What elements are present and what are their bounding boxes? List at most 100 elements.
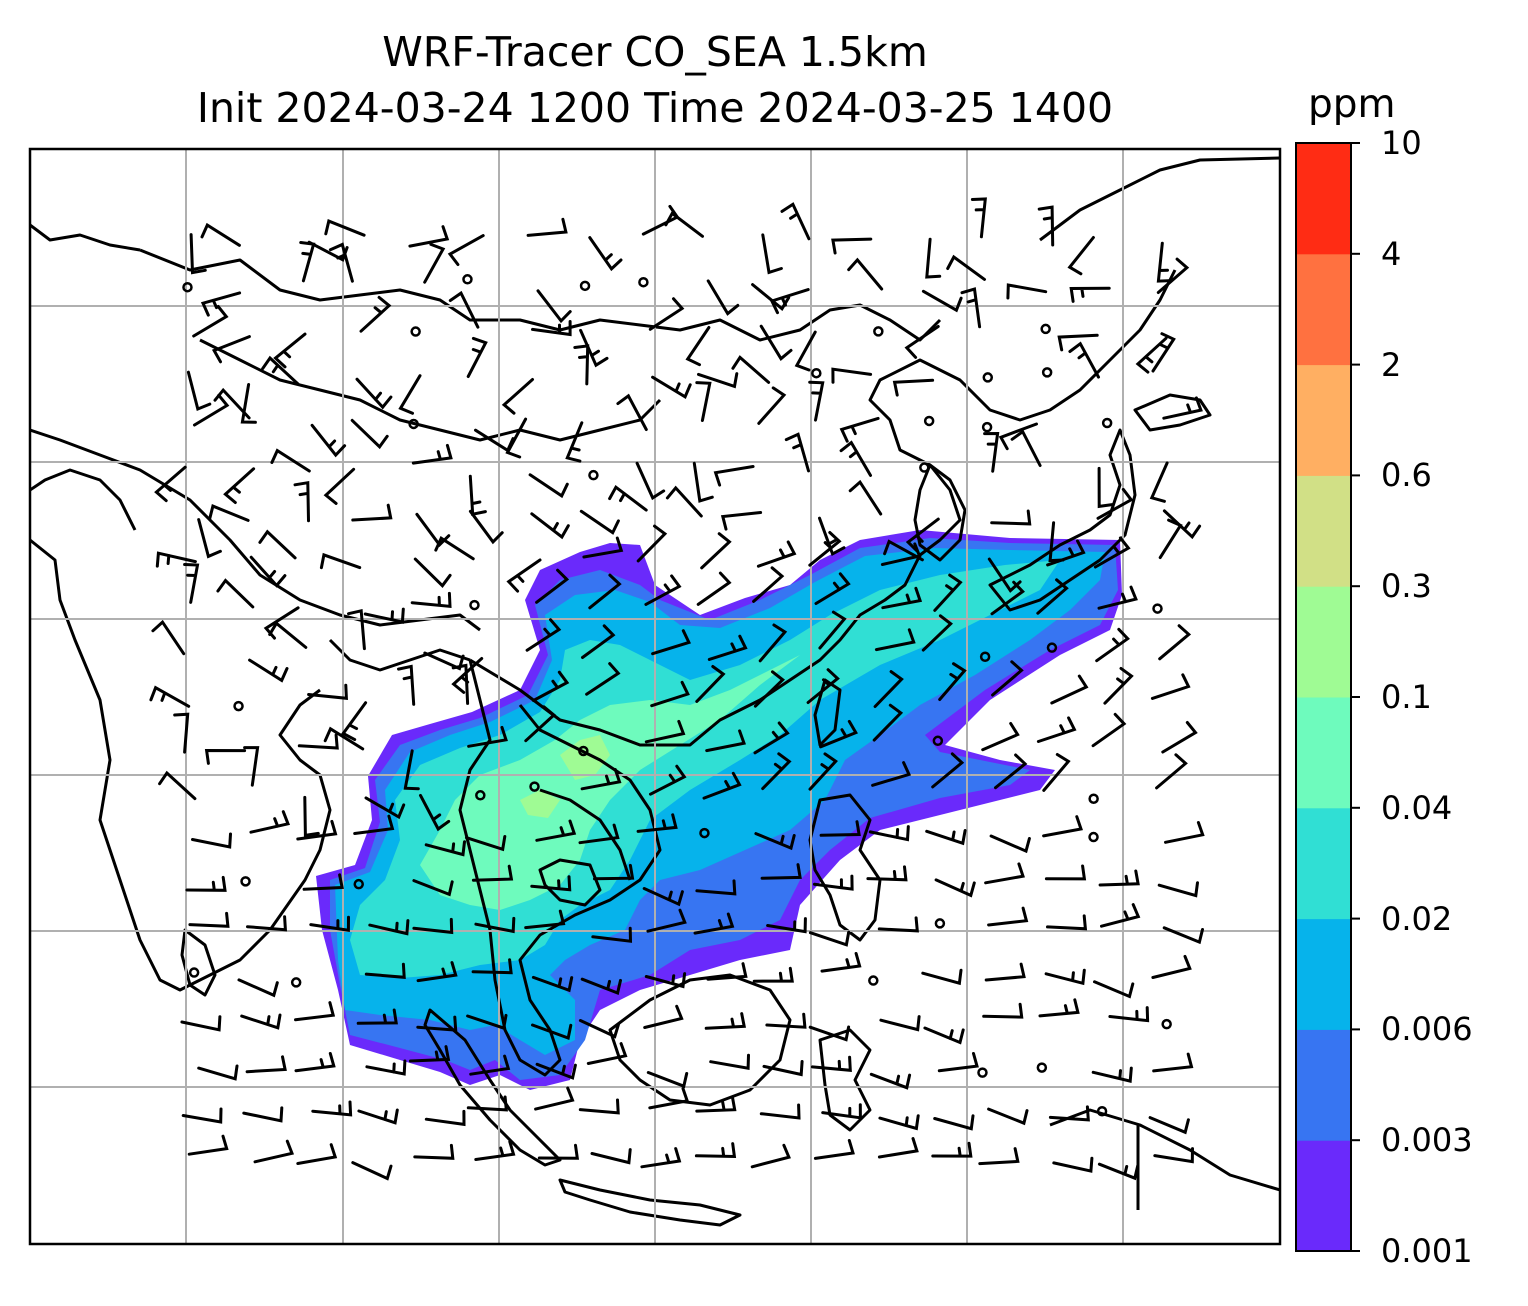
wind-barb [934, 878, 976, 898]
colorbar-unit: ppm [1308, 82, 1396, 127]
wind-barb [310, 423, 347, 458]
wind-barb [180, 1015, 222, 1032]
wind-barb [752, 566, 785, 603]
wind-barb [468, 509, 504, 545]
wind-barb [1161, 721, 1198, 754]
wind-barb [1149, 461, 1169, 503]
wind-barb [211, 335, 251, 364]
pakistan-border [30, 468, 137, 531]
wind-barb [578, 823, 620, 845]
wind-barb [526, 217, 568, 237]
wind-barb [186, 370, 212, 412]
wind-barb [874, 628, 916, 652]
wind-barb [593, 863, 635, 881]
wind-barb [1006, 283, 1048, 300]
wind-barb [990, 580, 1025, 616]
wind-barb [242, 1106, 284, 1123]
wind-barb [651, 375, 692, 399]
colorbar-tick-label: 0.04 [1381, 788, 1453, 827]
colorbar-tick-label: 2 [1381, 345, 1402, 384]
wind-calm-marker [1152, 603, 1163, 614]
wind-barb [819, 820, 861, 837]
wind-barb [311, 1100, 353, 1117]
wind-barb [818, 516, 846, 557]
wind-barb [808, 752, 838, 791]
wind-barb [946, 254, 986, 281]
wind-barb [1069, 286, 1111, 303]
wind-barb [814, 572, 851, 605]
wind-barb [839, 416, 880, 443]
wind-barb [200, 291, 242, 317]
wind-barbs [149, 197, 1205, 1181]
colorbar-segment [1296, 253, 1351, 366]
wind-barb [700, 532, 732, 570]
colorbar-tick-label: 10 [1381, 124, 1422, 162]
wind-barb [644, 972, 687, 989]
wind-barb [524, 705, 557, 743]
wind-barb [1158, 518, 1183, 560]
wind-barb [579, 328, 609, 368]
wind-barb [872, 703, 904, 742]
wind-barb [351, 1161, 393, 1181]
wind-barb [752, 966, 794, 983]
wind-barb [296, 1143, 338, 1165]
wind-barb [877, 916, 919, 933]
wind-barb [474, 1140, 516, 1161]
wind-barb [585, 662, 621, 696]
wind-barb [720, 511, 763, 531]
wind-barb [340, 701, 368, 742]
laos-border [539, 788, 632, 881]
wind-barb [398, 374, 422, 415]
wind-barb [189, 233, 207, 275]
wind-barb [154, 465, 187, 503]
wind-barb [1048, 1105, 1090, 1122]
wind-barb [246, 915, 288, 932]
wind-barb [1156, 257, 1190, 294]
korea-peninsula [913, 463, 967, 562]
taiwan [813, 678, 842, 747]
wind-barb [149, 685, 191, 708]
colorbar-segment [1296, 143, 1351, 255]
wind-barb [586, 1042, 628, 1065]
wind-barb [704, 1012, 747, 1030]
wind-barb [579, 509, 620, 535]
wind-barb [806, 668, 840, 704]
colorbar-segment [1296, 918, 1351, 1030]
colorbar-segment [1296, 1140, 1351, 1252]
wind-barb [1164, 821, 1205, 844]
wind-barb [651, 629, 692, 656]
wind-calm-marker [410, 326, 421, 337]
wind-barb [931, 752, 965, 789]
wind-barb [216, 578, 255, 609]
wind-barb [197, 1064, 239, 1081]
map-title-line1: WRF-Tracer CO_SEA 1.5km [382, 28, 928, 76]
wind-barb [848, 479, 883, 516]
wind-barb [616, 393, 648, 431]
wind-barb [535, 819, 577, 842]
wind-calm-marker [290, 977, 302, 988]
wind-barb [408, 225, 450, 248]
wind-barb [883, 539, 924, 562]
wind-calm-marker [578, 745, 589, 757]
wind-barb [1135, 336, 1168, 374]
wind-calm-marker [699, 827, 710, 839]
wind-barb [757, 386, 787, 425]
wind-barb [706, 279, 740, 316]
wind-barb [1093, 536, 1131, 569]
wind-barb [309, 915, 350, 932]
wind-barb [530, 512, 570, 540]
wind-barb [866, 865, 908, 882]
wind-barb [705, 729, 746, 753]
wind-barb [754, 832, 796, 851]
wind-barb [648, 1087, 690, 1110]
wind-barb [648, 297, 685, 331]
wind-barb [808, 1025, 851, 1042]
wind-calm-marker [1046, 642, 1058, 653]
wind-barb [368, 919, 410, 936]
wind-calm-marker [240, 876, 251, 887]
wind-barb [294, 1052, 336, 1073]
wind-calm-marker [1041, 367, 1053, 378]
wind-barb [465, 835, 507, 852]
wind-barb [409, 1045, 451, 1063]
wind-barb [185, 875, 227, 892]
